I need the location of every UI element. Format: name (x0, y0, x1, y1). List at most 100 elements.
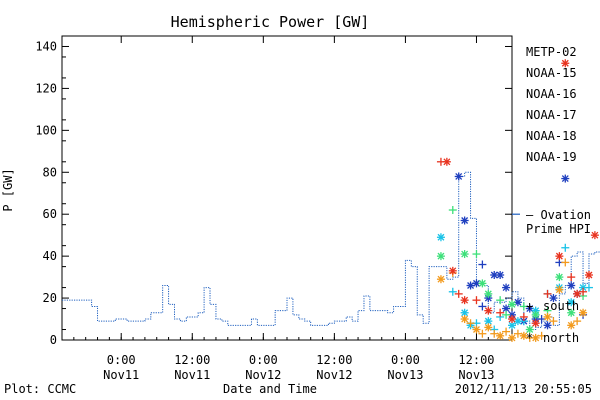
footer-source: Plot: CCMC (4, 382, 76, 396)
data-point-south (502, 327, 511, 336)
data-point-north (502, 283, 511, 292)
y-tick-label: 40 (43, 249, 57, 263)
data-point-south (478, 302, 487, 311)
y-axis-label: P [GW] (1, 168, 15, 211)
data-point-north (478, 279, 487, 288)
data-point-north (460, 296, 469, 305)
plot-frame (61, 35, 513, 341)
data-point-north (584, 271, 593, 280)
data-point-south (513, 329, 522, 338)
legend-entry: NOAA-17 (526, 108, 577, 122)
data-point-north (555, 273, 564, 282)
data-point-south (519, 302, 528, 311)
data-point-south (579, 287, 588, 296)
x-axis: 0:00Nov1112:00Nov110:00Nov1212:00Nov120:… (61, 36, 513, 382)
legend-entry: NOAA-19 (526, 150, 577, 164)
x-tick-date-label: Nov12 (316, 368, 352, 382)
x-tick-date-label: Nov13 (387, 368, 423, 382)
data-point-north (484, 323, 493, 332)
data-point-north (508, 300, 516, 309)
data-point-north (513, 317, 522, 326)
data-point-north (454, 172, 463, 181)
x-tick-time-label: 0:00 (249, 353, 278, 367)
data-point-north (543, 321, 552, 330)
x-tick-date-label: Nov11 (174, 368, 210, 382)
data-point-south (454, 289, 463, 298)
data-point-north (561, 174, 570, 183)
data-point-north (573, 289, 582, 298)
x-tick-time-label: 12:00 (174, 353, 210, 367)
data-point-north (525, 325, 534, 334)
data-point-north (567, 281, 576, 290)
y-tick-label: 100 (35, 123, 57, 137)
data-point-south (496, 296, 505, 305)
marker-key-north-label: north (543, 331, 579, 345)
data-point-north (561, 59, 570, 68)
data-point-north (460, 250, 469, 259)
footer-timestamp: 2012/11/13 20:55:05 (455, 382, 592, 396)
data-point-north (549, 294, 558, 303)
ovation-label-line2: Prime HPI (526, 222, 591, 236)
x-tick-time-label: 0:00 (107, 353, 136, 367)
data-point-north (466, 281, 475, 290)
data-point-north (436, 233, 445, 242)
ovation-series-line (62, 171, 600, 331)
y-tick-label: 20 (43, 291, 57, 305)
y-tick-label: 0 (50, 333, 57, 347)
data-point-north (472, 279, 481, 288)
data-point-south (472, 296, 481, 305)
data-point-north (531, 319, 540, 328)
marker-key-north-symbol: * (526, 331, 533, 345)
data-point-north (460, 315, 469, 324)
data-point-south (561, 258, 570, 267)
chart-title: Hemispheric Power [GW] (171, 13, 370, 31)
data-point-south (573, 317, 582, 326)
ovation-label-line1: — Ovation (526, 208, 591, 222)
y-tick-label: 80 (43, 165, 57, 179)
data-point-south (478, 260, 487, 269)
data-point-north (484, 289, 493, 298)
ovation-line-layer (62, 171, 600, 331)
y-tick-label: 140 (35, 39, 57, 53)
data-point-north (472, 325, 481, 334)
data-point-south (448, 206, 457, 215)
data-point-north (442, 157, 451, 166)
data-point-south (519, 312, 528, 321)
data-point-south (490, 329, 499, 338)
data-point-north (484, 306, 493, 315)
x-tick-date-label: Nov11 (103, 368, 139, 382)
data-point-north (579, 308, 588, 317)
data-point-south (448, 287, 457, 296)
x-tick-time-label: 12:00 (458, 353, 494, 367)
data-point-north (460, 216, 469, 225)
satellite-points-layer (436, 59, 599, 342)
data-point-south (502, 310, 511, 319)
data-point-north (543, 312, 552, 321)
data-point-south (567, 273, 576, 282)
data-point-south (478, 329, 487, 338)
data-point-south (496, 308, 505, 317)
data-point-north (555, 252, 564, 261)
data-point-south (537, 315, 546, 324)
y-tick-label: 60 (43, 207, 57, 221)
data-point-north (448, 266, 457, 275)
legend: METP-02 NOAA-15 NOAA-16 NOAA-17 NOAA-18 NOAA-… (526, 45, 577, 164)
data-point-north (496, 271, 505, 280)
data-point-north (555, 285, 564, 294)
y-tick-label: 120 (35, 81, 57, 95)
data-point-north (567, 308, 576, 317)
data-point-north (567, 298, 576, 307)
data-point-north (531, 310, 540, 319)
x-tick-date-label: Nov13 (458, 368, 494, 382)
data-point-south (466, 319, 475, 328)
data-point-north (436, 275, 445, 284)
legend-entry: NOAA-15 (526, 66, 577, 80)
data-point-north (567, 321, 576, 330)
data-point-north (513, 298, 522, 307)
x-tick-time-label: 12:00 (316, 353, 352, 367)
y-axis: 0 20 40 60 80 100 120 140 (35, 39, 512, 347)
data-point-north (460, 308, 469, 317)
legend-entry: NOAA-18 (526, 129, 577, 143)
marker-key-south-label: south (543, 299, 579, 313)
